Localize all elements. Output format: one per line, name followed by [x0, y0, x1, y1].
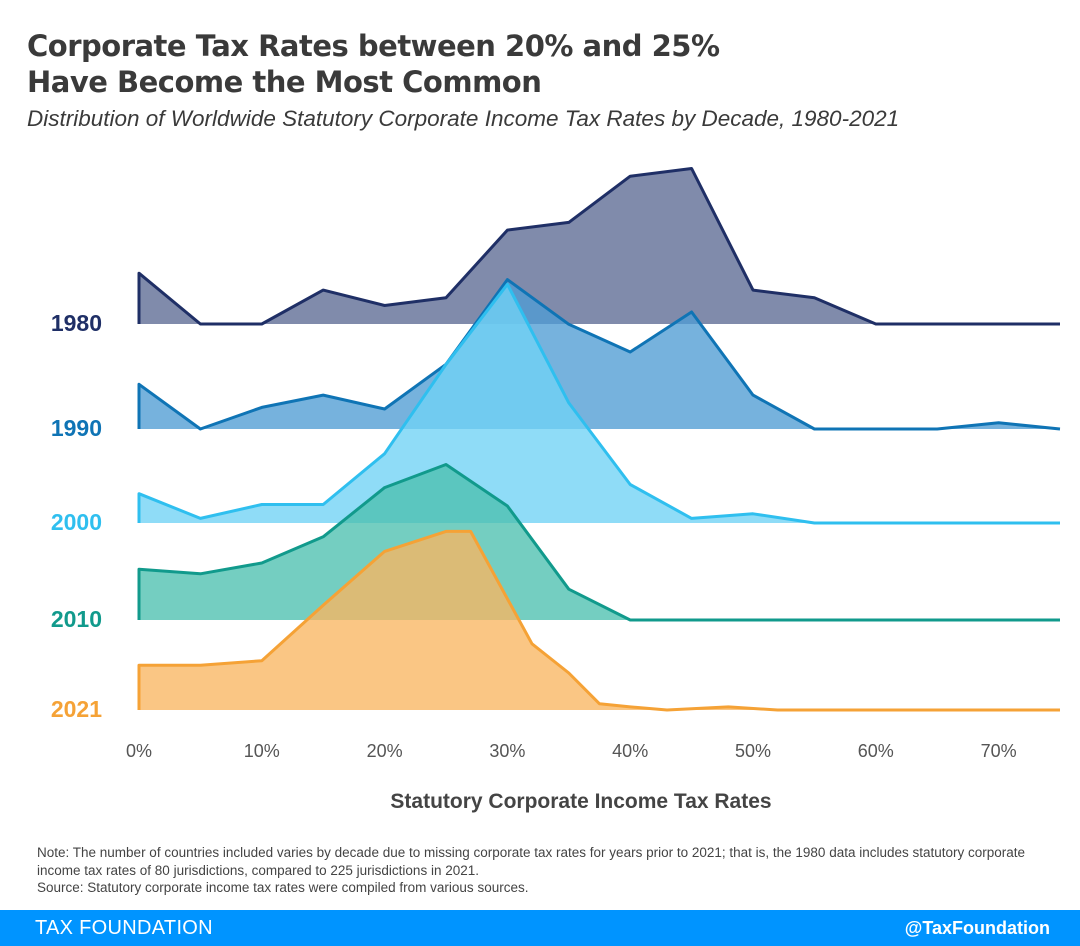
chart-subtitle: Distribution of Worldwide Statutory Corp… [27, 106, 900, 131]
series-labels: 1980 1990 2000 2010 2021 [51, 310, 102, 722]
x-tick-label: 10% [244, 741, 280, 761]
series-label-1980: 1980 [51, 310, 102, 336]
x-tick-label: 30% [489, 741, 525, 761]
line-1990 [137, 278, 1061, 431]
area-1990 [139, 279, 1060, 429]
x-tick-label: 70% [981, 741, 1017, 761]
series-1980 [137, 167, 1060, 326]
area-2021 [139, 531, 1060, 710]
source-text: Source: Statutory corporate income tax r… [37, 880, 529, 895]
brand-name: TAX FOUNDATION [35, 917, 213, 939]
title-line-1: Corporate Tax Rates between 20% and 25% [27, 29, 720, 63]
x-tick-label: 50% [735, 741, 771, 761]
chart-title: Corporate Tax Rates between 20% and 25% … [27, 28, 720, 100]
area-1980 [139, 168, 1060, 324]
series-2000 [137, 282, 1060, 525]
x-tick-label: 0% [126, 741, 152, 761]
series-layer [137, 167, 1061, 712]
series-1990 [137, 278, 1061, 431]
line-2010 [137, 463, 1060, 622]
line-2021 [137, 529, 1060, 712]
series-2021 [137, 529, 1060, 712]
line-1980 [137, 167, 1060, 326]
footer-bar: TAX FOUNDATION @TaxFoundation [0, 910, 1080, 946]
series-label-2010: 2010 [51, 606, 102, 632]
ridgeline-chart: 1980 1990 2000 2010 2021 0% 10% 20% 30% 40% 50% 60… [51, 167, 1061, 813]
line-2000 [137, 282, 1060, 525]
note-text: Note: The number of countries included v… [37, 845, 1026, 878]
x-tick-label: 40% [612, 741, 648, 761]
social-handle[interactable]: @TaxFoundation [904, 918, 1050, 938]
series-label-2021: 2021 [51, 696, 102, 722]
x-tick-label: 60% [858, 741, 894, 761]
x-axis-ticks: 0% 10% 20% 30% 40% 50% 60% 70% [126, 741, 1017, 761]
x-axis-label: Statutory Corporate Income Tax Rates [390, 790, 771, 813]
series-label-1990: 1990 [51, 415, 102, 441]
title-line-2: Have Become the Most Common [27, 65, 542, 99]
chart-notes: Note: The number of countries included v… [37, 844, 1047, 897]
series-label-2000: 2000 [51, 509, 102, 535]
x-tick-label: 20% [367, 741, 403, 761]
area-2000 [139, 284, 1060, 523]
